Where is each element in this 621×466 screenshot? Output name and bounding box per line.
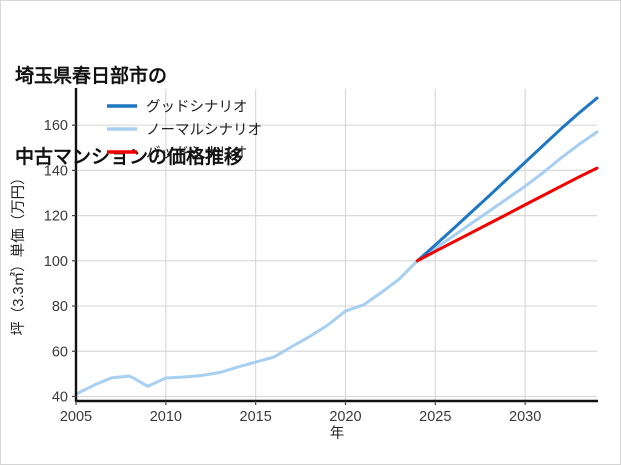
x-tick-label: 2005 xyxy=(60,409,92,425)
y-tick-label: 140 xyxy=(44,163,68,179)
x-tick-label: 2015 xyxy=(240,409,272,425)
horizontal-gridlines xyxy=(76,124,597,398)
vertical-gridlines xyxy=(75,89,526,401)
series-line-normal xyxy=(74,130,599,396)
series-line-good xyxy=(415,96,599,263)
y-tick-label: 40 xyxy=(52,389,68,405)
y-axis-tick-labels: 40 60 80 100 120 140 160 xyxy=(44,118,76,405)
x-tick-label: 2030 xyxy=(509,409,541,425)
legend-label: バッドシナリオ xyxy=(146,146,248,162)
chart-title-line-2: 中古マンションの価格推移 xyxy=(15,146,244,168)
legend-label: グッドシナリオ xyxy=(146,99,248,116)
x-axis-tick-labels: 2005 2010 2015 2020 2025 2030 xyxy=(60,401,541,425)
x-tick-label: 2020 xyxy=(329,409,361,425)
chart-title: 埼玉県春日部市の 中古マンションの価格推移 xyxy=(15,10,575,226)
chart-title-line-1: 埼玉県春日部市の xyxy=(15,65,168,87)
x-axis-title: 年 xyxy=(330,425,345,442)
y-axis-title: 坪（3.3㎡）単価（万円） xyxy=(10,170,27,335)
series-line-bad xyxy=(415,166,599,263)
series-lines xyxy=(74,96,599,396)
axis-spines xyxy=(74,88,598,403)
y-tick-label: 100 xyxy=(44,254,68,270)
y-tick-label: 120 xyxy=(44,209,68,225)
x-tick-label: 2010 xyxy=(150,409,182,425)
y-tick-label: 160 xyxy=(44,118,68,134)
y-tick-label: 80 xyxy=(52,299,68,315)
legend-label: ノーマルシナリオ xyxy=(146,123,262,139)
x-tick-label: 2025 xyxy=(419,409,451,425)
y-tick-label: 60 xyxy=(52,344,68,360)
